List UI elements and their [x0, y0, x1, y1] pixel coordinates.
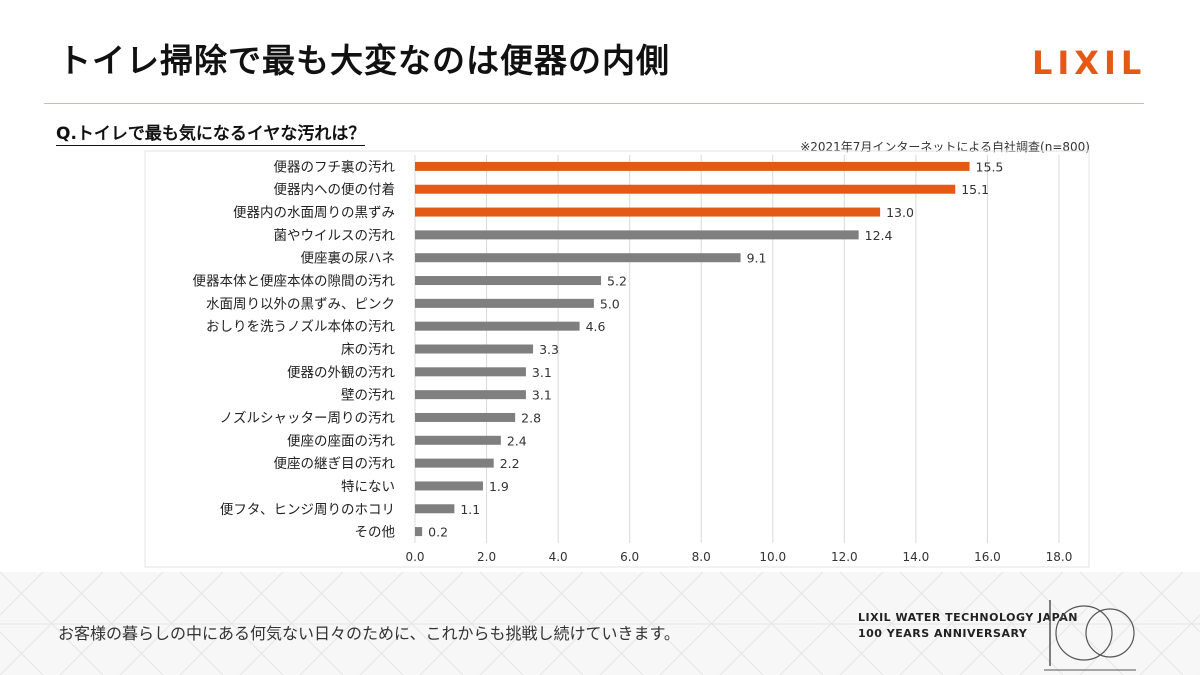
value-label: 15.5 — [976, 159, 1004, 174]
bar-chart: 便器のフチ裏の汚れ便器内への便の付着便器内の水面周りの黒ずみ菌やウイルスの汚れ便… — [144, 150, 1090, 568]
anniversary-line2: 100 YEARS ANNIVERSARY — [858, 627, 1028, 640]
bar — [415, 230, 859, 240]
value-label: 2.8 — [521, 410, 541, 425]
category-label: 便器のフチ裏の汚れ — [274, 159, 396, 175]
x-tick-label: 12.0 — [831, 550, 858, 564]
plot-frame — [144, 150, 1090, 568]
category-label: 水面周り以外の黒ずみ、ピンク — [206, 296, 395, 312]
page-title: トイレ掃除で最も大変なのは便器の内側 — [58, 41, 670, 80]
category-label: ノズルシャッター周りの汚れ — [220, 410, 396, 426]
category-label: 特にない — [341, 479, 395, 495]
survey-question: Q.トイレで最も気になるイヤな汚れは？ — [56, 119, 366, 146]
x-tick-label: 4.0 — [549, 550, 568, 564]
value-label: 3.1 — [532, 365, 552, 380]
value-label: 15.1 — [961, 182, 989, 197]
value-label: 1.9 — [489, 479, 509, 494]
x-tick-label: 0.0 — [405, 550, 424, 564]
value-label: 3.3 — [539, 342, 559, 357]
bar — [415, 481, 483, 491]
x-tick-label: 18.0 — [1046, 550, 1073, 564]
bar — [415, 344, 534, 354]
value-label: 1.1 — [460, 502, 480, 517]
lixil-logo: LIXIL — [1032, 44, 1147, 82]
bar — [415, 458, 494, 468]
value-label: 13.0 — [886, 205, 914, 220]
category-label: 壁の汚れ — [341, 388, 395, 404]
category-label: 便器本体と便座本体の隙間の汚れ — [193, 274, 396, 290]
x-tick-label: 10.0 — [759, 550, 786, 564]
x-tick-label: 6.0 — [620, 550, 639, 564]
category-label: その他 — [355, 525, 396, 541]
category-label: 便座裏の尿ハネ — [301, 251, 396, 267]
value-label: 5.0 — [600, 296, 620, 311]
category-label: 床の汚れ — [341, 342, 395, 358]
bar — [415, 161, 970, 171]
value-label: 3.1 — [532, 388, 552, 403]
x-tick-label: 8.0 — [692, 550, 711, 564]
x-tick-label: 14.0 — [903, 550, 930, 564]
bar — [415, 527, 423, 537]
category-label: 便器内への便の付着 — [274, 181, 396, 198]
category-label: 便座の継ぎ目の汚れ — [274, 456, 396, 472]
category-label: 菌やウイルスの汚れ — [274, 228, 396, 244]
category-label: 便器の外観の汚れ — [287, 364, 395, 381]
category-label: 便器内の水面周りの黒ずみ — [233, 205, 395, 221]
footer: お客様の暮らしの中にある何気ない日々のために、これからも挑戦し続けていきます。 … — [0, 572, 1200, 675]
footer-pattern — [0, 572, 1200, 675]
bar — [415, 390, 526, 400]
bar — [415, 412, 516, 422]
bar — [415, 298, 594, 308]
bar — [415, 276, 602, 286]
header-divider — [44, 103, 1144, 104]
anniversary-line1: LIXIL WATER TECHNOLOGY JAPAN — [858, 611, 1078, 624]
bar — [415, 367, 526, 377]
bar — [415, 504, 455, 514]
value-label: 12.4 — [865, 228, 893, 243]
value-label: 0.2 — [428, 525, 448, 540]
bar — [415, 253, 741, 263]
category-label: おしりを洗うノズル本体の汚れ — [206, 319, 395, 335]
value-label: 2.4 — [507, 433, 527, 448]
category-label: 便座の座面の汚れ — [287, 433, 395, 449]
x-tick-label: 16.0 — [974, 550, 1001, 564]
footer-message: お客様の暮らしの中にある何気ない日々のために、これからも挑戦し続けていきます。 — [58, 624, 680, 643]
x-tick-label: 2.0 — [477, 550, 496, 564]
value-label: 5.2 — [607, 274, 627, 289]
anniversary-text: LIXIL WATER TECHNOLOGY JAPAN 100 YEARS A… — [858, 610, 1078, 642]
value-label: 4.6 — [586, 319, 606, 334]
bar — [415, 184, 956, 194]
bar — [415, 321, 580, 331]
bar — [415, 207, 881, 217]
value-label: 2.2 — [500, 456, 520, 471]
100-years-emblem — [1044, 600, 1136, 671]
category-label: 便フタ、ヒンジ周りのホコリ — [220, 502, 395, 518]
bar — [415, 435, 501, 445]
value-label: 9.1 — [747, 251, 767, 266]
